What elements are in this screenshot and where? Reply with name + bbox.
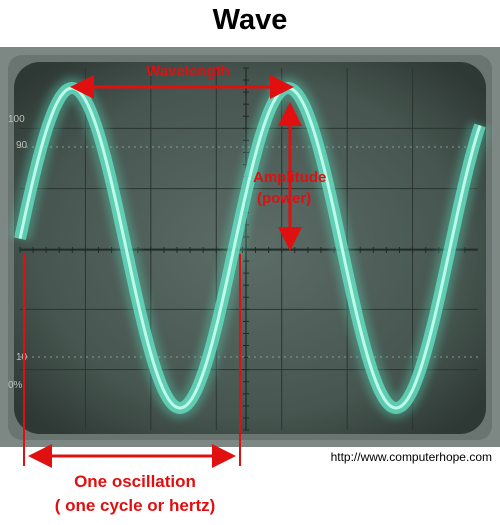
amplitude-label: Amplitude <box>253 169 326 186</box>
oscillation-label-line2: ( one cycle or hertz) <box>54 496 216 515</box>
sine-wave-core <box>18 86 482 410</box>
scale-mark-90: 90 <box>16 140 28 151</box>
scale-mark-0: 0% <box>8 380 23 391</box>
source-url[interactable]: http://www.computerhope.com <box>330 450 492 464</box>
wavelength-label: Wavelength <box>146 63 230 80</box>
page-title: Wave <box>212 4 288 36</box>
amplitude-sublabel: (power) <box>257 190 311 207</box>
oscillation-label-line1: One oscillation <box>74 472 196 491</box>
scale-mark-100: 100 <box>8 114 25 125</box>
oscillation-label: One oscillation ( one cycle or hertz) <box>0 470 270 518</box>
scale-mark-10: 10 <box>16 352 28 363</box>
